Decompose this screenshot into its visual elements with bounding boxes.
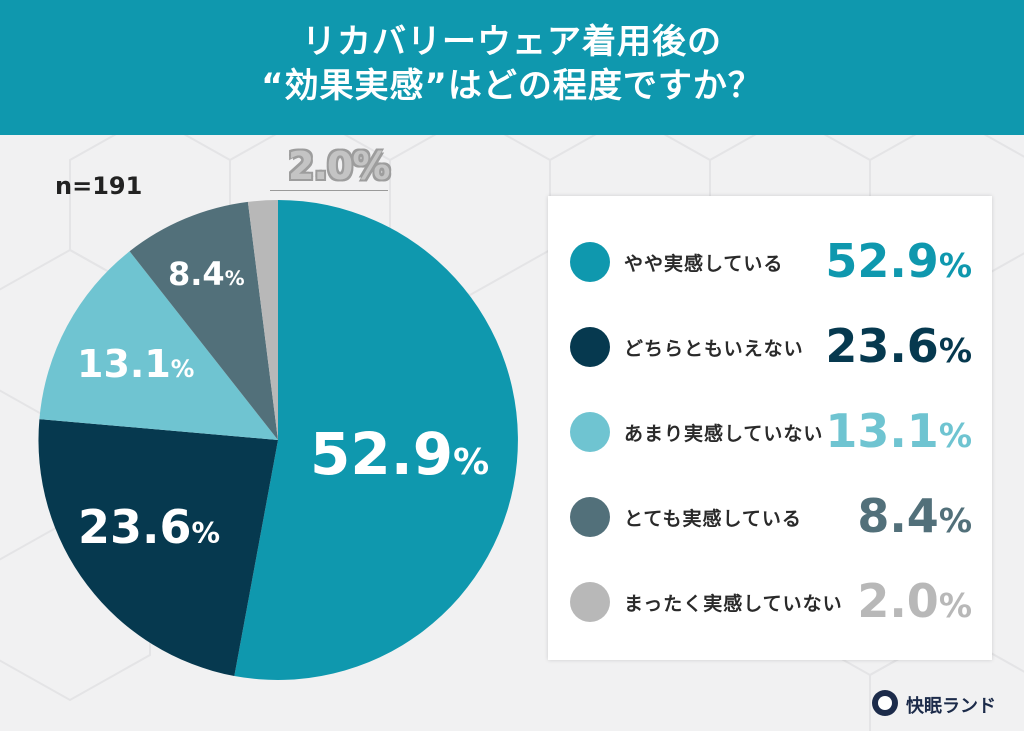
pie-label-dochiratomo: 23.6%: [78, 500, 221, 554]
pie-slice-dochiratomo: [38, 419, 278, 676]
pie-slice-totemo: [129, 201, 278, 440]
pie-slice-mattaku: [247, 200, 278, 440]
pie-slice-yaya: [234, 200, 518, 680]
legend-swatch-icon: [570, 242, 610, 282]
legend-value: 52.9%: [825, 234, 972, 288]
legend-item-amari: あまり実感していない 13.1%: [548, 402, 992, 462]
legend-value: 23.6%: [825, 319, 972, 373]
title-line-1: リカバリーウェア着用後の: [302, 22, 722, 62]
pie-label-yaya: 52.9%: [310, 420, 490, 488]
title-line-2: “効果実感”はどの程度ですか？: [261, 66, 763, 106]
sample-size-label: n=191: [55, 172, 143, 200]
legend-item-yaya: やや実感している 52.9%: [548, 232, 992, 292]
legend-item-totemo: とても実感している 8.4%: [548, 487, 992, 547]
legend-value: 13.1%: [825, 404, 972, 458]
legend-value: 2.0%: [857, 574, 972, 628]
legend-panel: やや実感している 52.9% どちらともいえない 23.6% あまり実感していな…: [548, 196, 992, 660]
legend-value: 8.4%: [857, 489, 972, 543]
pie-slice-amari: [39, 251, 279, 440]
legend-swatch-icon: [570, 582, 610, 622]
title-banner: リカバリーウェア着用後の “効果実感”はどの程度ですか？: [0, 0, 1024, 135]
legend-swatch-icon: [570, 412, 610, 452]
pie-label-totemo: 8.4%: [168, 255, 245, 293]
legend-swatch-icon: [570, 497, 610, 537]
callout-leader-line: [270, 190, 388, 191]
callout-label-mattaku: 2.0%: [288, 144, 390, 188]
legend-item-dochiratomo: どちらともいえない 23.6%: [548, 317, 992, 377]
legend-swatch-icon: [570, 327, 610, 367]
pie-label-amari: 13.1%: [77, 342, 195, 386]
logo-emblem-icon: [872, 690, 898, 716]
legend-item-mattaku: まったく実感していない 2.0%: [548, 572, 992, 632]
